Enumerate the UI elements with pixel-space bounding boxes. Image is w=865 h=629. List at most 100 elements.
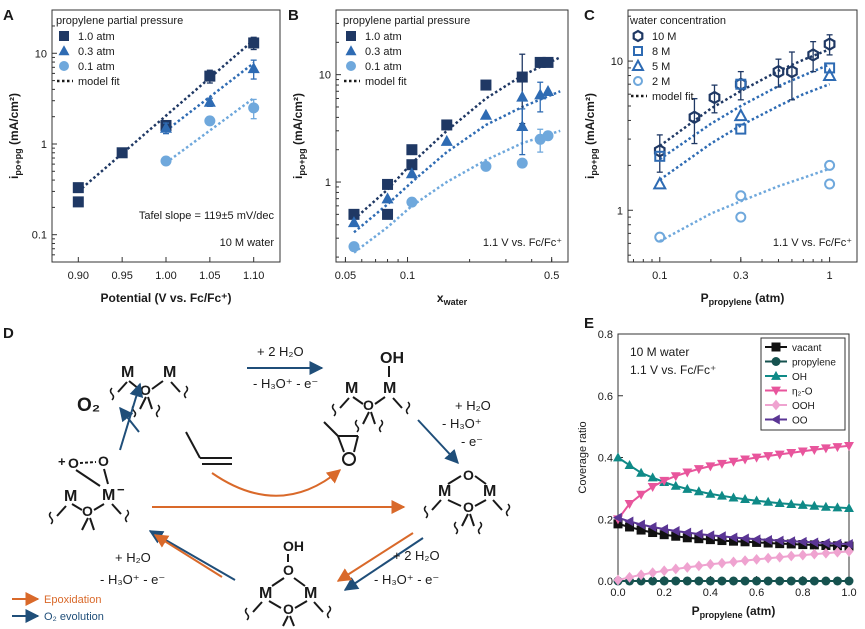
arrow-left-up (119, 382, 144, 451)
data-point (809, 537, 819, 548)
x-tick-label: 0.4 (703, 587, 718, 599)
data-point (735, 78, 747, 90)
data-point (348, 208, 360, 220)
data-point (832, 502, 843, 512)
atom-m: M (438, 483, 451, 500)
data-point (248, 102, 260, 114)
y-axis-label: ipo+pg (mA/cm²) (7, 93, 23, 179)
data-point (786, 536, 796, 547)
data-point (786, 449, 797, 459)
data-point (775, 539, 785, 549)
atom-m: M (102, 487, 115, 504)
data-point (693, 529, 703, 540)
data-point (843, 539, 853, 549)
annotation: 10 M water (220, 237, 275, 249)
x-tick-label: 0.2 (657, 587, 672, 599)
atom-o: O (140, 382, 151, 398)
data-point (647, 472, 658, 482)
data-point (693, 465, 704, 475)
y-tick-label: 0.8 (598, 329, 613, 341)
x-tick-label: 0.6 (749, 587, 764, 599)
x-tick-label: 0.90 (68, 270, 89, 282)
data-point (381, 192, 394, 204)
data-point (694, 576, 704, 586)
data-point (772, 64, 785, 79)
legend-label: vacant (792, 343, 822, 354)
data-point (612, 512, 622, 523)
data-point (613, 574, 623, 586)
data-point (682, 527, 692, 538)
data-point (406, 196, 418, 208)
rxn-label-bottom-right-1: + 2 H₂O (393, 548, 440, 563)
legend-label: 1.0 atm (78, 31, 115, 43)
legend-marker (59, 31, 69, 41)
data-point (717, 557, 727, 569)
data-point (751, 495, 762, 505)
x-tick-label: 0.0 (610, 587, 625, 599)
data-point (797, 447, 808, 457)
data-point (542, 56, 554, 68)
data-point (820, 444, 831, 454)
legend-marker (633, 76, 643, 86)
data-point (516, 120, 529, 132)
y-tick-label: 0.6 (598, 391, 613, 403)
data-point (832, 538, 842, 549)
data-point (659, 576, 669, 586)
annotation: Tafel slope = 119±5 mV/dec (139, 210, 275, 222)
panel-letter-c: C (584, 7, 595, 24)
data-point (735, 211, 747, 223)
species-eta2-o-right: O M M O (423, 467, 511, 535)
data-point (705, 558, 715, 570)
legend-marker (633, 46, 643, 56)
data-point (682, 468, 693, 478)
x-tick-label: 0.8 (795, 587, 810, 599)
legend-box (760, 337, 846, 431)
atom-m: M (483, 483, 496, 500)
rxn-label-right-2: - H₃O⁺ (442, 416, 482, 431)
atom-m: M (304, 585, 317, 602)
data-point (797, 536, 807, 547)
atom-o: O (283, 601, 294, 617)
x-tick-label: 1 (827, 270, 833, 282)
y-tick-label: 10 (35, 48, 47, 60)
data-point (405, 167, 418, 179)
data-point (648, 576, 658, 586)
fit-line-5M (659, 83, 831, 181)
legend-label: 0.3 atm (78, 46, 115, 58)
legend-label: OH (792, 372, 807, 383)
fit-line-1.0atm (77, 39, 255, 193)
data-point (705, 576, 715, 586)
data-point (516, 157, 528, 169)
data-point (752, 576, 762, 586)
data-point (751, 534, 761, 545)
data-point (717, 536, 727, 546)
y-tick-label: 0.2 (598, 514, 613, 526)
atom-m: M (121, 364, 134, 381)
y-tick-label: 1 (41, 139, 47, 151)
data-point (740, 537, 750, 547)
o2-product-label: O₂ (77, 395, 100, 416)
atom-m: M (383, 380, 396, 397)
chart-e: 0.0 0.2 0.4 0.6 0.8 1.0 0.0 0.2 0.4 0.6 0.8 vacant p… (577, 329, 857, 620)
data-point (763, 538, 773, 548)
data-point (705, 488, 716, 498)
data-point (72, 196, 84, 208)
legend-title: propylene partial pressure (343, 15, 470, 27)
data-point (659, 530, 669, 540)
data-point (648, 567, 658, 579)
data-point (682, 576, 692, 586)
legend-marker (59, 61, 69, 71)
data-point (693, 486, 704, 496)
arrow-epox-curve (211, 469, 342, 497)
data-point (625, 571, 635, 583)
data-point (694, 560, 704, 572)
data-point (824, 159, 836, 171)
panel-letter-e: E (584, 315, 594, 332)
data-point (688, 110, 701, 125)
x-tick-label: 1.10 (243, 270, 264, 282)
data-point (821, 547, 831, 559)
rxn-label-right-1: + H₂O (455, 398, 491, 413)
legend-o2-evolution-label: O₂ evolution (44, 611, 104, 623)
data-point (763, 552, 773, 564)
annotation: 1.1 V vs. Fc/Fc⁺ (773, 237, 852, 249)
